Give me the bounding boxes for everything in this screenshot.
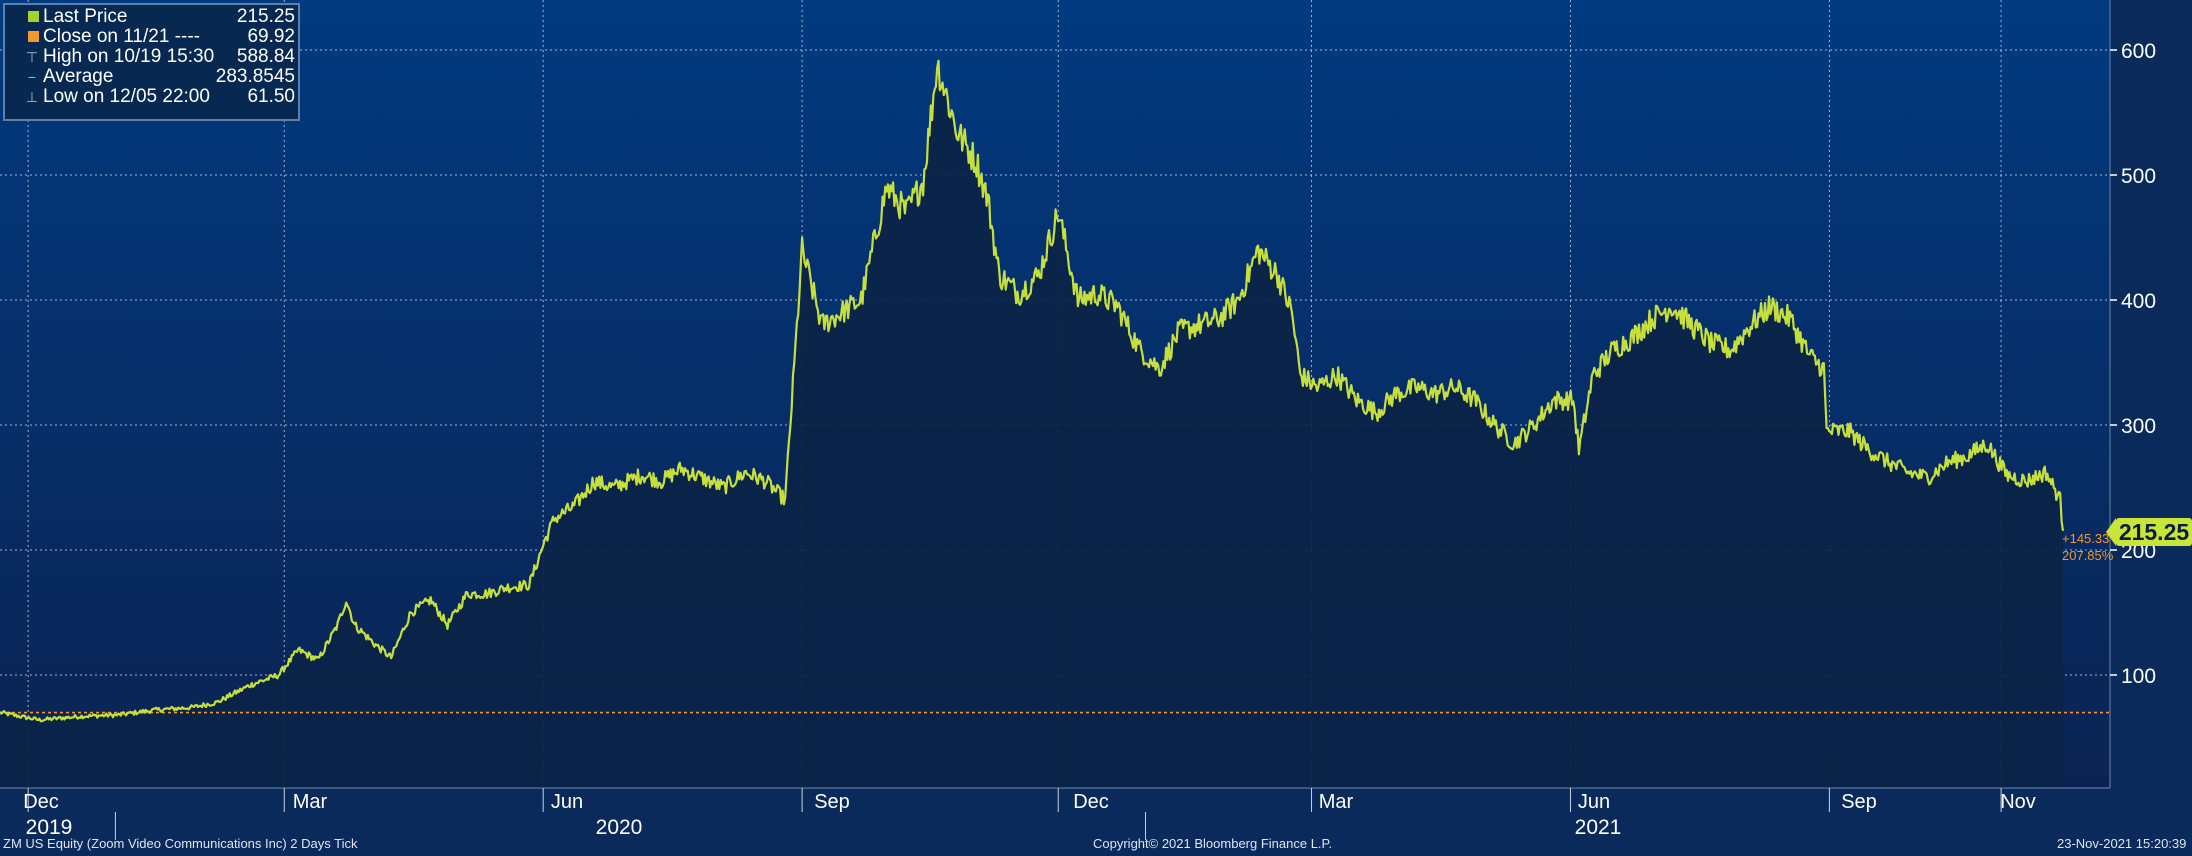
x-tick-label: Dec [1073,791,1109,813]
last-price-badge: 215.25 [2106,518,2192,546]
legend-label: Close on 11/21 ---- [43,26,200,47]
x-year-label: 2021 [1575,816,1622,839]
y-tick-label: 500 [2121,165,2156,188]
legend-label: Low on 12/05 22:00 [43,86,210,107]
y-tick-label: 100 [2121,665,2156,688]
price-line [0,59,2065,723]
x-year-label: 2020 [596,816,643,839]
low-marker-icon: ⊥ [25,89,39,105]
x-axis-panel [0,788,2192,856]
legend-item-last-price: Last Price 215.25 [23,7,295,27]
average-marker-icon: − [27,69,37,85]
x-tick-label: Dec [23,791,59,813]
last-price-swatch [28,11,39,22]
y-axis-panel [2110,0,2192,788]
footer-security: ZM US Equity (Zoom Video Communications … [3,836,358,851]
x-axis-ticks: Dec Mar Jun Sep Dec Mar Jun Sep Nov 2019 2020 2021 [23,788,2036,840]
y-tick-label: 600 [2121,40,2156,63]
change-absolute: +145.33 [2062,531,2110,546]
x-tick-label: Mar [293,791,328,813]
close-swatch [28,31,39,42]
legend-label: High on 10/19 15:30 [43,46,215,67]
x-tick-label: Sep [814,791,850,813]
x-tick-label: Nov [2000,791,2036,813]
legend-label: Average [43,66,114,87]
x-tick-label: Jun [551,791,583,813]
legend-item-close: Close on 11/21 ---- 69.92 [23,27,295,47]
legend-item-average: − Average 283.8545 [23,67,295,87]
x-tick-label: Mar [1319,791,1354,813]
x-tick-label: Sep [1841,791,1877,813]
footer-timestamp: 23-Nov-2021 15:20:39 [2057,836,2187,851]
legend-value: 215.25 [236,6,295,27]
legend-item-high: ⊤ High on 10/19 15:30 588.84 [23,47,295,67]
legend-item-low: ⊥ Low on 12/05 22:00 61.50 [23,87,295,107]
legend-value: 61.50 [247,86,295,107]
y-tick-label: 400 [2121,290,2156,313]
x-tick-label: Jun [1578,791,1610,813]
legend-value: 283.8545 [215,66,295,87]
legend-label: Last Price [43,6,128,27]
legend: Last Price 215.25 Close on 11/21 ---- 69… [3,3,300,121]
legend-value: 588.84 [236,46,295,67]
high-marker-icon: ⊤ [25,49,39,65]
legend-value: 69.92 [247,26,295,47]
y-tick-label: 300 [2121,415,2156,438]
price-area [0,60,2063,788]
change-percent: 207.85% [2062,548,2114,563]
x-year-label: 2019 [26,816,73,839]
footer-copyright: Copyright© 2021 Bloomberg Finance L.P. [1093,836,1333,851]
